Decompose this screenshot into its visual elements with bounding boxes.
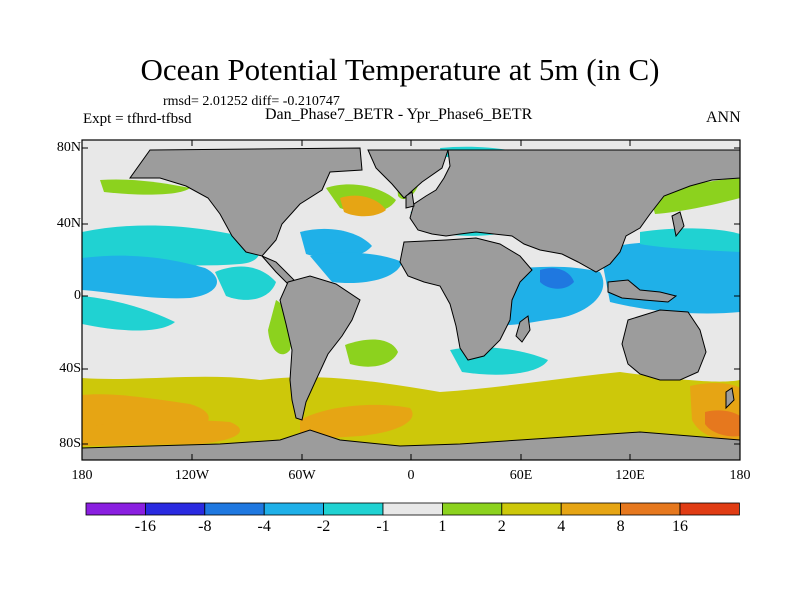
colorbar-bin-6 (382, 502, 443, 516)
british-isles-land (405, 191, 415, 209)
arabian-sea-blue (540, 268, 574, 289)
lat-label-40n: 40N (56, 216, 81, 231)
colorbar-label-6: 1 (438, 518, 447, 535)
experiment-label: Expt = tfhrd-tfbsd (83, 111, 192, 127)
australia-land (621, 309, 707, 381)
pacific-east-cyan (215, 266, 276, 300)
lat-label-80s: 80S (59, 436, 81, 451)
colorbar-label-9: 8 (616, 518, 625, 535)
axis-ticks (82, 140, 740, 460)
colorbar-bin-10 (620, 502, 681, 516)
lon-label-60e: 60E (509, 468, 533, 483)
pacific-equatorial-blue (82, 255, 217, 299)
indonesia-land (607, 279, 678, 303)
comparison-label: Dan_Phase7_BETR - Ypr_Phase6_BETR (265, 106, 533, 123)
colorbar-label-3: -4 (257, 518, 271, 535)
antarctica-land (82, 429, 740, 460)
madagascar-land (515, 315, 531, 343)
colorbar-bin-3 (204, 502, 265, 516)
colorbar-bin-2 (144, 502, 206, 516)
lat-label-80n: 80N (56, 140, 81, 155)
figure-title: Ocean Potential Temperature at 5m (in C) (140, 52, 660, 87)
colorbar-bin-4 (263, 502, 325, 516)
colorbar-label-10: 16 (672, 518, 688, 535)
colorbar-label-5: -1 (376, 518, 390, 535)
land-masses (82, 147, 740, 460)
kamchatka-green (650, 178, 740, 214)
colorbar-bin-11 (679, 502, 740, 516)
brazil-green (345, 339, 398, 367)
lon-label-120w: 120W (174, 468, 210, 483)
colorbar-label-1: -16 (134, 518, 157, 535)
lon-label-0: 0 (407, 468, 415, 483)
labrador-orange (340, 195, 386, 217)
africa-land (399, 237, 533, 361)
new-zealand-land (725, 387, 735, 410)
colorbar-bin-7 (441, 502, 503, 516)
atlantic-south-orange (300, 404, 413, 440)
greenland-land (367, 149, 449, 199)
lat-label-0: 0 (74, 288, 81, 303)
colorbar-bin-9 (560, 502, 622, 516)
colorbar-bin-5 (323, 502, 384, 516)
japan-land (671, 211, 685, 238)
north-pacific-green (100, 179, 190, 195)
colorbar-bin-8 (501, 502, 562, 516)
tasman-dark-orange (705, 410, 740, 437)
west-pacific-blue (600, 241, 740, 314)
colorbar (85, 502, 740, 516)
atlantic-north-cyan (300, 228, 372, 259)
pacific-south-orange (82, 420, 240, 446)
colorbar-bin-1 (85, 502, 146, 516)
west-pacific-cyan (640, 228, 740, 252)
lon-label-180e: 180 (729, 468, 751, 483)
lon-label-60w: 60W (288, 468, 316, 483)
colorbar-label-7: 2 (497, 518, 506, 535)
colorbar-label-8: 4 (557, 518, 566, 535)
pacific-south-cyan (82, 296, 175, 331)
eurasia-land (409, 149, 740, 273)
atlantic-tropical-blue (310, 252, 402, 284)
colorbar-label-2: -8 (198, 518, 212, 535)
south-america-land (279, 275, 361, 421)
season-label: ANN (706, 109, 741, 126)
lat-label-40s: 40S (59, 361, 81, 376)
colorbar-label-4: -2 (316, 518, 331, 535)
lon-label-180w: 180 (71, 468, 93, 483)
map-area (82, 140, 740, 460)
lon-label-120e: 120E (615, 468, 645, 483)
stats-text: rmsd= 2.01252 diff= -0.210747 (163, 94, 340, 109)
